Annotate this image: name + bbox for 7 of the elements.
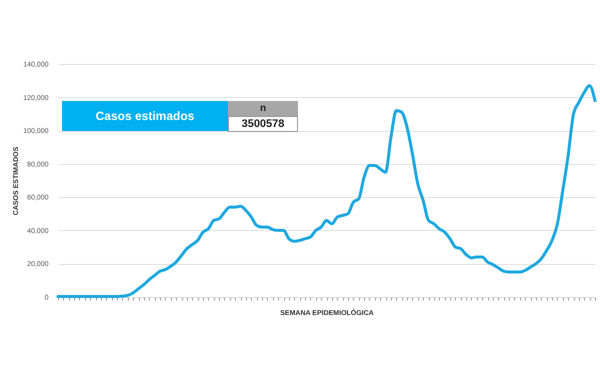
header-cell: n [228,101,298,116]
line-series [56,84,596,298]
label-cell: Casos estimados [62,101,228,131]
annotation: 3500578 [242,118,284,130]
annotation: n [260,103,266,114]
count-cell: 3500578 [228,116,298,132]
annotation: Casos estimados [96,109,194,123]
